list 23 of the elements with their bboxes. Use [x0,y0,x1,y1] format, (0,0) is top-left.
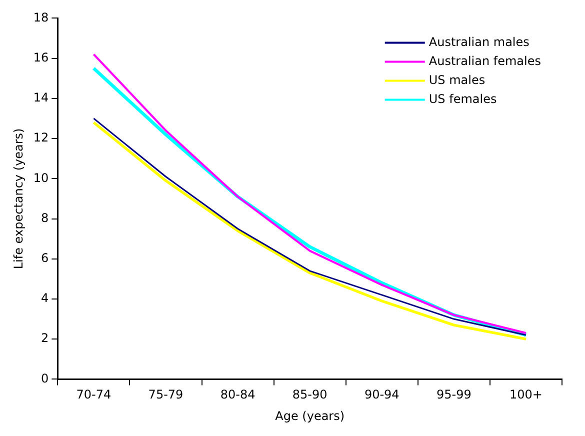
x-tick-label: 75-79 [148,388,184,402]
y-tick-label: 10 [33,170,49,185]
legend-label: US males [428,72,486,87]
x-axis-title: Age (years) [275,408,345,423]
y-axis-title: Life expectancy (years) [11,128,26,270]
y-tick-label: 8 [41,210,49,225]
x-tick-label: 70-74 [76,388,112,402]
y-tick-label: 6 [41,250,49,265]
x-tick-label: 100+ [509,388,542,402]
y-tick-label: 0 [41,371,49,386]
legend-label: Australian females [428,54,542,68]
x-tick-label: 95-99 [436,388,472,402]
y-tick-label: 16 [33,50,49,64]
legend-label: US females [428,92,497,106]
legend-label: Australian males [428,34,530,49]
y-tick-label: 2 [41,331,49,346]
y-tick-label: 18 [33,10,49,24]
x-tick-label: 85-90 [292,388,328,402]
y-tick-label: 14 [33,90,49,105]
y-tick-label: 4 [41,291,49,306]
y-tick-label: 12 [33,130,49,145]
x-tick-label: 90-94 [364,388,400,402]
x-tick-label: 80-84 [220,388,256,402]
